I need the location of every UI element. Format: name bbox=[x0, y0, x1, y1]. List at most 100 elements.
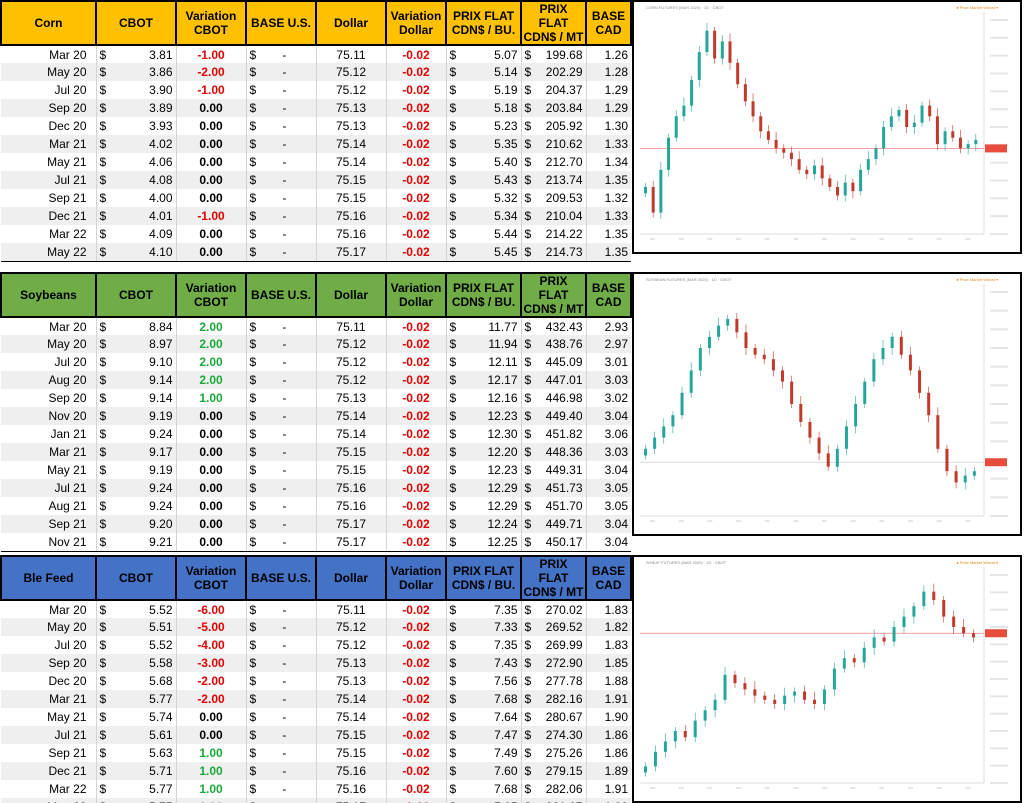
mt-value: 280.67 bbox=[545, 710, 583, 724]
base-us: $- bbox=[245, 81, 316, 99]
base-cad: 1.83 bbox=[585, 600, 631, 618]
currency-sign: $ bbox=[99, 155, 107, 169]
variation-cbot: 0.00 bbox=[175, 515, 246, 533]
contract-month: Mar 21 bbox=[1, 135, 96, 153]
prix-flat-mt: $282.16 bbox=[520, 690, 586, 708]
prix-flat-mt: $451.70 bbox=[520, 497, 586, 515]
variation-dollar: -0.02 bbox=[385, 443, 446, 461]
time-tick bbox=[850, 520, 856, 522]
price-tick bbox=[990, 126, 1008, 128]
candle-body bbox=[963, 475, 967, 483]
table-row: Mar 20 $3.81 -1.00 $ -75.11 -0.02 $5.07 $199.68… bbox=[1, 45, 631, 63]
variation-cbot: 0.00 bbox=[175, 708, 246, 726]
table-row: Nov 20 $9.19 0.00 $ -75.14 -0.02 $12.23 $449.40… bbox=[1, 407, 631, 425]
candle-body bbox=[682, 105, 686, 117]
dollar: 75.15 bbox=[315, 726, 386, 744]
prix-flat-mt: $432.43 bbox=[520, 317, 586, 335]
candle-body bbox=[683, 731, 687, 738]
currency-sign: $ bbox=[249, 782, 257, 796]
prix-flat-mt: $210.62 bbox=[520, 135, 586, 153]
candle-body bbox=[803, 691, 807, 700]
cbot-value: 9.19 bbox=[149, 409, 173, 423]
table-row: Mar 22 $4.09 0.00 $ -75.16 -0.02 $5.44 $214.22 1… bbox=[1, 225, 631, 243]
base-us: $- bbox=[245, 780, 316, 798]
dollar: 75.14 bbox=[315, 425, 386, 443]
mt-value: 451.73 bbox=[545, 481, 583, 495]
price-tick bbox=[990, 347, 1008, 349]
candle-body bbox=[743, 683, 747, 690]
mt-value: 270.02 bbox=[545, 602, 583, 617]
currency-sign: $ bbox=[449, 710, 457, 724]
base-us: $- bbox=[245, 533, 316, 552]
variation-dollar: -0.02 bbox=[385, 371, 446, 389]
prix-flat-mt: $270.02 bbox=[520, 600, 586, 618]
cbot-price: $9.19 bbox=[95, 461, 176, 479]
base-us-value: - bbox=[282, 638, 287, 652]
column-header: PRIX FLAT CDN$ / MT bbox=[520, 272, 587, 318]
base-cad: 1.90 bbox=[585, 798, 631, 803]
currency-sign: $ bbox=[99, 481, 107, 495]
column-header: BASE U.S. bbox=[245, 0, 317, 46]
currency-sign: $ bbox=[524, 602, 532, 617]
mt-value: 269.99 bbox=[545, 638, 583, 652]
currency-sign: $ bbox=[249, 101, 257, 115]
prix-flat-bu: $12.23 bbox=[445, 461, 521, 479]
prix-flat-mt: $279.15 bbox=[520, 762, 586, 780]
column-header: PRIX FLAT CDN$ / MT bbox=[520, 555, 587, 601]
table-row: Aug 21 $9.24 0.00 $ -75.16 -0.02 $12.29 $451.70… bbox=[1, 497, 631, 515]
dollar: 75.16 bbox=[315, 207, 386, 225]
contract-month: Jul 21 bbox=[1, 171, 96, 189]
base-cad: 1.35 bbox=[585, 171, 631, 189]
base-us-value: - bbox=[282, 692, 287, 706]
currency-sign: $ bbox=[249, 427, 257, 441]
time-tick bbox=[707, 520, 713, 522]
base-us: $- bbox=[245, 407, 316, 425]
candle-body bbox=[832, 668, 836, 690]
cbot-price: $4.00 bbox=[95, 189, 176, 207]
prix-flat-mt: $214.73 bbox=[520, 243, 586, 262]
candle-body bbox=[813, 165, 816, 175]
corn-chart: CORN FUTURES (MAR 2020) · 1D · CBOT ● Pri… bbox=[632, 0, 1022, 254]
prix-flat-bu: $5.34 bbox=[445, 207, 521, 225]
cbot-value: 9.21 bbox=[149, 534, 173, 549]
currency-sign: $ bbox=[524, 244, 532, 259]
prix-flat-mt: $214.22 bbox=[520, 225, 586, 243]
base-cad: 3.04 bbox=[585, 533, 631, 552]
currency-sign: $ bbox=[249, 191, 257, 205]
currency-sign: $ bbox=[449, 481, 457, 495]
table-row: May 22 $4.10 0.00 $ -75.17 -0.02 $5.45 $214.73 1… bbox=[1, 243, 631, 262]
candle-body bbox=[954, 471, 958, 483]
variation-cbot: -4.00 bbox=[175, 636, 246, 654]
bu-value: 5.32 bbox=[494, 191, 518, 205]
currency-sign: $ bbox=[449, 227, 457, 241]
price-tick bbox=[990, 108, 1008, 111]
base-cad: 1.86 bbox=[585, 726, 631, 744]
base-cad: 1.33 bbox=[585, 207, 631, 225]
contract-month: Aug 20 bbox=[1, 371, 96, 389]
base-us: $- bbox=[245, 600, 316, 618]
price-tick bbox=[990, 608, 1008, 611]
candle-body bbox=[671, 415, 675, 427]
prix-flat-bu: $7.68 bbox=[445, 690, 521, 708]
variation-dollar: -0.02 bbox=[385, 708, 446, 726]
price-tick bbox=[990, 215, 1008, 218]
cbot-price: $4.02 bbox=[95, 135, 176, 153]
bu-value: 5.19 bbox=[494, 83, 518, 97]
base-cad: 1.90 bbox=[585, 708, 631, 726]
variation-dollar: -0.02 bbox=[385, 515, 446, 533]
variation-dollar: -0.02 bbox=[385, 425, 446, 443]
base-us-value: - bbox=[282, 373, 287, 387]
prix-flat-bu: $5.07 bbox=[445, 45, 521, 63]
cbot-value: 5.71 bbox=[149, 764, 173, 778]
time-tick bbox=[965, 238, 971, 240]
candle-body bbox=[771, 359, 775, 371]
base-us: $- bbox=[245, 798, 316, 803]
price-tick bbox=[990, 747, 1008, 750]
variation-dollar: -0.02 bbox=[385, 762, 446, 780]
base-us: $- bbox=[245, 371, 316, 389]
base-cad: 1.30 bbox=[585, 117, 631, 135]
currency-sign: $ bbox=[249, 155, 257, 169]
variation-dollar: -0.02 bbox=[385, 353, 446, 371]
table-row: May 21 $4.06 0.00 $ -75.14 -0.02 $5.40 $212.70 1… bbox=[1, 153, 631, 171]
bu-value: 12.17 bbox=[487, 373, 518, 387]
